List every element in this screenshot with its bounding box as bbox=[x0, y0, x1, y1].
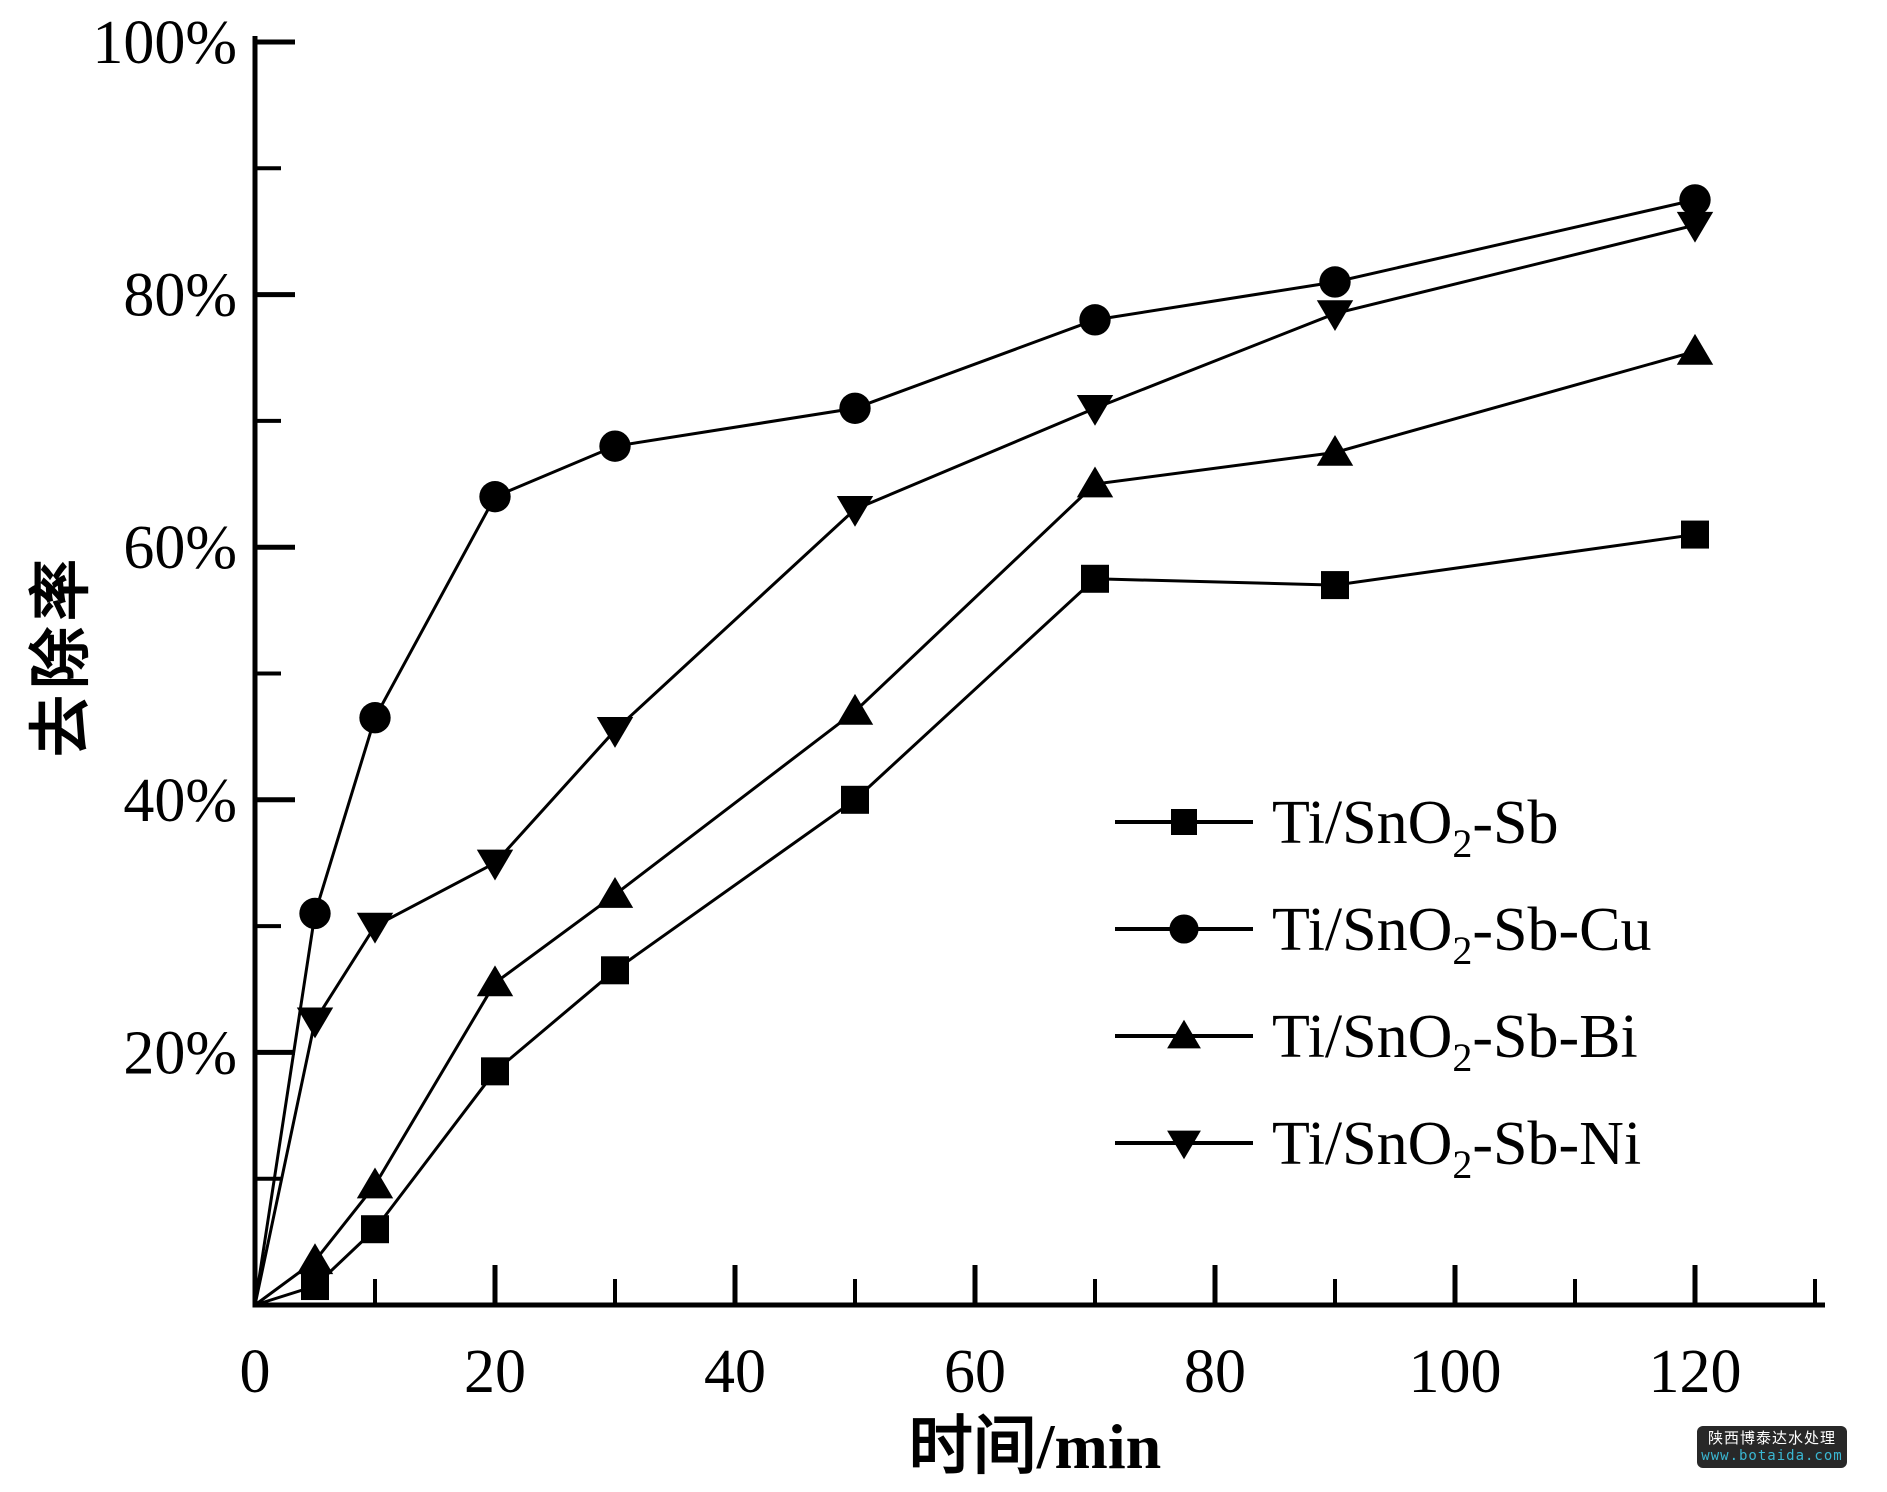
data-point-ti-sno2-sb-cu bbox=[359, 702, 391, 734]
y-tick-label: 20% bbox=[123, 1019, 237, 1087]
x-axis-title: 时间/min bbox=[909, 1411, 1161, 1482]
watermark-website-url: www.botaida.com bbox=[1701, 1447, 1843, 1464]
data-point-ti-sno2-sb-ni bbox=[476, 849, 514, 881]
data-point-ti-sno2-sb bbox=[841, 785, 869, 814]
data-point-ti-sno2-sb-ni bbox=[836, 496, 874, 527]
legend-label-ti-sno2-sb: Ti/SnO2-Sb bbox=[1272, 789, 1559, 866]
y-tick-label: 60% bbox=[123, 514, 237, 582]
data-point-ti-sno2-sb-cu bbox=[479, 481, 511, 513]
legend-marker-ti-sno2-sb-ni bbox=[1167, 1130, 1201, 1160]
y-tick-label: 40% bbox=[123, 767, 237, 835]
legend-label-ti-sno2-sb-bi: Ti/SnO2-Sb-Bi bbox=[1272, 1003, 1638, 1080]
data-point-ti-sno2-sb-ni bbox=[1076, 394, 1114, 426]
legend-marker-ti-sno2-sb bbox=[1171, 809, 1197, 835]
data-point-ti-sno2-sb-bi bbox=[296, 1243, 334, 1275]
watermark: 陕西博泰达水处理 www.botaida.com bbox=[1697, 1426, 1847, 1468]
data-point-ti-sno2-sb bbox=[1681, 520, 1709, 549]
data-point-ti-sno2-sb-cu bbox=[839, 392, 871, 424]
legend-label-ti-sno2-sb-ni: Ti/SnO2-Sb-Ni bbox=[1272, 1110, 1641, 1187]
data-point-ti-sno2-sb-bi bbox=[1076, 466, 1114, 498]
y-axis-title: 去除率 bbox=[27, 553, 96, 757]
x-tick-label: 40 bbox=[704, 1338, 766, 1406]
x-tick-label: 0 bbox=[240, 1338, 271, 1406]
data-point-ti-sno2-sb-ni bbox=[1316, 300, 1354, 332]
data-point-ti-sno2-sb-bi bbox=[356, 1167, 394, 1199]
data-point-ti-sno2-sb-bi bbox=[1676, 333, 1714, 365]
watermark-company-name: 陕西博泰达水处理 bbox=[1707, 1430, 1836, 1448]
data-point-ti-sno2-sb bbox=[1321, 571, 1349, 600]
x-tick-label: 80 bbox=[1184, 1338, 1246, 1406]
x-tick-label: 60 bbox=[944, 1338, 1006, 1406]
data-point-ti-sno2-sb-cu bbox=[599, 430, 631, 462]
legend-label-ti-sno2-sb-cu: Ti/SnO2-Sb-Cu bbox=[1272, 896, 1652, 973]
data-point-ti-sno2-sb bbox=[481, 1057, 509, 1086]
data-point-ti-sno2-sb-ni bbox=[1676, 211, 1714, 243]
data-point-ti-sno2-sb-cu bbox=[299, 897, 331, 930]
data-point-ti-sno2-sb-bi bbox=[1316, 434, 1354, 466]
data-point-ti-sno2-sb-ni bbox=[296, 1007, 334, 1039]
x-tick-label: 120 bbox=[1649, 1338, 1742, 1406]
legend-marker-ti-sno2-sb-cu bbox=[1169, 914, 1199, 944]
x-tick-label: 100 bbox=[1409, 1338, 1502, 1406]
y-tick-label: 100% bbox=[92, 9, 237, 77]
data-point-ti-sno2-sb-ni bbox=[596, 717, 634, 748]
data-point-ti-sno2-sb-bi bbox=[596, 877, 634, 908]
data-point-ti-sno2-sb-cu bbox=[1679, 184, 1711, 216]
data-point-ti-sno2-sb-ni bbox=[356, 912, 394, 944]
data-point-ti-sno2-sb-cu bbox=[1319, 266, 1351, 298]
data-point-ti-sno2-sb bbox=[361, 1215, 389, 1244]
y-tick-label: 80% bbox=[123, 262, 237, 330]
data-point-ti-sno2-sb bbox=[301, 1272, 329, 1301]
data-point-ti-sno2-sb-bi bbox=[836, 693, 874, 725]
data-point-ti-sno2-sb bbox=[1081, 564, 1109, 593]
legend-marker-ti-sno2-sb-bi bbox=[1167, 1019, 1201, 1049]
data-point-ti-sno2-sb-bi bbox=[476, 965, 514, 997]
data-point-ti-sno2-sb-cu bbox=[1079, 304, 1111, 336]
x-tick-label: 20 bbox=[464, 1338, 526, 1406]
data-point-ti-sno2-sb bbox=[601, 956, 629, 985]
